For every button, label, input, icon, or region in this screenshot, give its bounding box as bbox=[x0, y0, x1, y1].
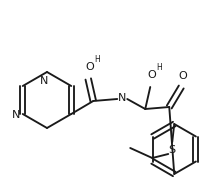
Text: S: S bbox=[168, 145, 175, 155]
Text: N: N bbox=[118, 93, 126, 103]
Text: O: O bbox=[178, 71, 187, 81]
Text: N: N bbox=[40, 76, 48, 86]
Text: H: H bbox=[94, 55, 100, 64]
Text: H: H bbox=[156, 63, 161, 73]
Text: O: O bbox=[147, 70, 156, 80]
Text: O: O bbox=[85, 62, 94, 72]
Text: N: N bbox=[11, 110, 20, 120]
